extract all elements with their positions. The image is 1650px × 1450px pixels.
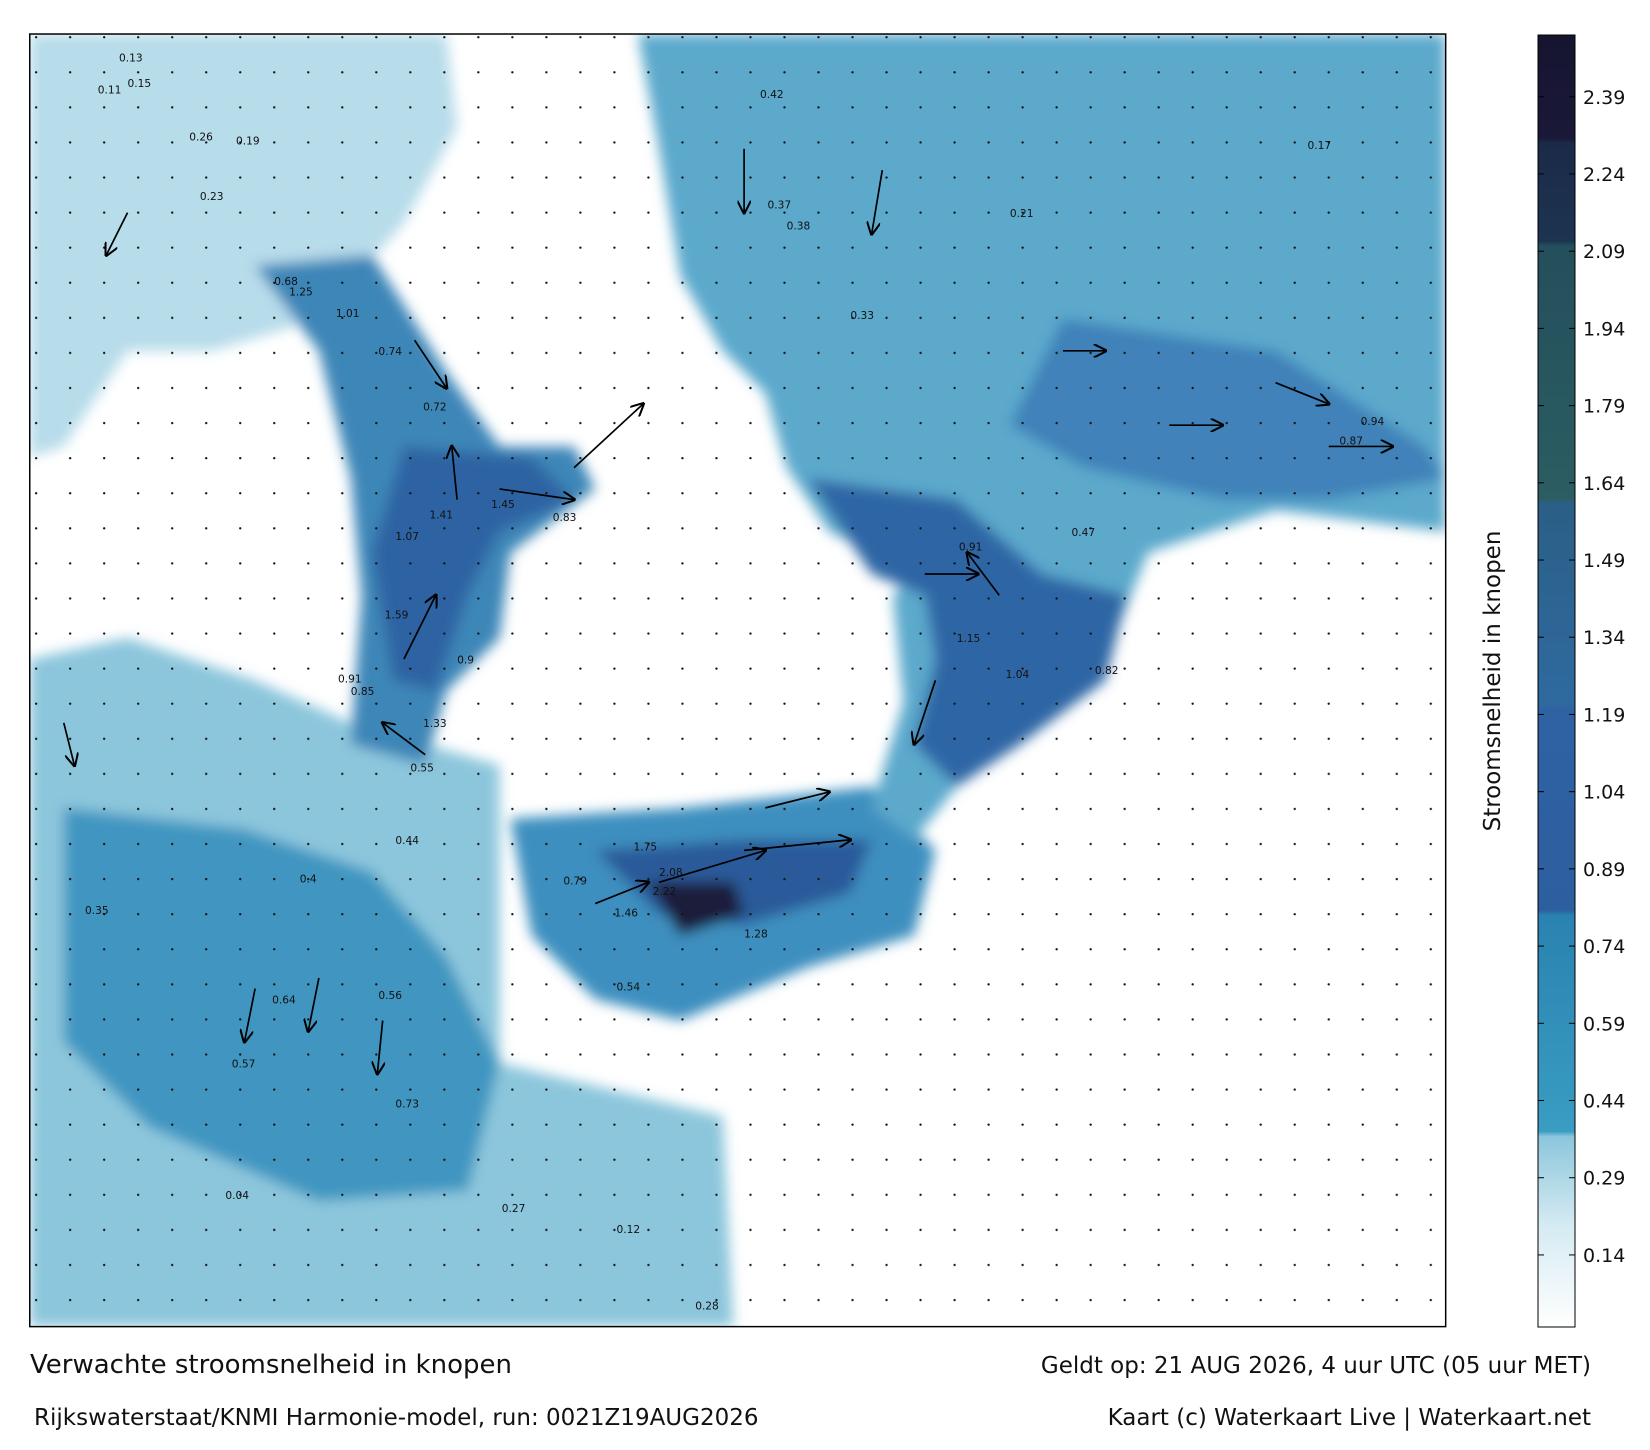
speed-label: 1.25: [289, 286, 313, 299]
speed-label: 1.07: [395, 530, 419, 543]
colorbar-tick-label: 0.89: [1583, 859, 1625, 881]
speed-label: 0.23: [200, 190, 224, 203]
speed-label: 0.79: [563, 874, 587, 887]
speed-label: 1.33: [423, 717, 447, 730]
speed-label: 0.13: [119, 52, 143, 65]
speed-label: 1.45: [491, 498, 515, 511]
speed-label: 2.08: [659, 866, 683, 879]
speed-label: 0.12: [617, 1223, 641, 1236]
map-title: Verwachte stroomsnelheid in knopen: [30, 1350, 512, 1380]
speed-labels: 0.13 0.11 0.15 0.26 0.19 0.23 0.68 1.25 …: [85, 52, 1384, 1313]
speed-label: 0.54: [617, 981, 641, 994]
map: 0.13 0.11 0.15 0.26 0.19 0.23 0.68 1.25 …: [29, 33, 1447, 1328]
speed-label: 0.4: [300, 872, 317, 885]
valid-time: Geldt op: 21 AUG 2026, 4 uur UTC (05 uur…: [1041, 1353, 1591, 1379]
speed-label: 1.41: [429, 509, 453, 522]
map-area: 0.13 0.11 0.15 0.26 0.19 0.23 0.68 1.25 …: [29, 34, 1446, 1327]
speed-label: 0.73: [395, 1098, 419, 1111]
speed-label: 0.56: [378, 989, 402, 1002]
colorbar-tick-label: 1.49: [1583, 550, 1625, 572]
source-text: Rijkswaterstaat/KNMI Harmonie-model, run…: [34, 1405, 759, 1431]
speed-label: 0.9: [457, 653, 474, 666]
speed-label: 0.21: [1010, 207, 1034, 220]
speed-label: 0.87: [1339, 434, 1363, 447]
speed-label: 0.28: [695, 1300, 719, 1313]
grid-dots: [29, 34, 1446, 1327]
speed-label: 0.91: [959, 541, 983, 554]
speed-label: 0.33: [850, 309, 874, 322]
speed-label: 0.57: [232, 1057, 256, 1070]
current-arrows: [62, 148, 1393, 1074]
speed-label: 1.04: [1006, 668, 1030, 681]
colorbar-tick-label: 1.04: [1583, 782, 1625, 804]
colorbar-tick-label: 1.34: [1583, 627, 1625, 649]
speed-label: 0.44: [395, 834, 419, 847]
speed-label: 0.26: [189, 130, 213, 143]
colorbar: Stroomsnelheid in knopen 0.14 0.29 0.44 0.5…: [1480, 34, 1625, 1328]
speed-label: 0.42: [760, 88, 784, 101]
colorbar-tick-label: 1.79: [1583, 396, 1625, 418]
speed-label: 0.68: [274, 275, 298, 288]
speed-label: 1.28: [744, 928, 768, 941]
speed-label: 0.72: [423, 400, 447, 413]
speed-label: 0.47: [1072, 526, 1096, 539]
speed-label: 0.85: [351, 685, 375, 698]
colorbar-tick-label: 2.09: [1583, 241, 1625, 263]
colorbar-tick-label: 0.29: [1583, 1168, 1625, 1190]
colorbar-tick-label: 1.19: [1583, 704, 1625, 726]
colorbar-tick-label: 1.64: [1583, 473, 1625, 495]
speed-label: 0.04: [225, 1189, 249, 1202]
credit-text: Kaart (c) Waterkaart Live | Waterkaart.n…: [1108, 1405, 1591, 1431]
speed-label: 0.17: [1307, 139, 1331, 152]
colorbar-tick-label: 2.24: [1583, 164, 1625, 186]
speed-label: 0.64: [272, 993, 296, 1006]
speed-label: 0.74: [378, 345, 402, 358]
speed-label: 0.94: [1361, 415, 1385, 428]
speed-label: 1.46: [614, 906, 638, 919]
speed-label: 0.19: [236, 135, 260, 148]
speed-label: 0.83: [553, 511, 577, 524]
speed-label: 0.35: [85, 904, 109, 917]
speed-label: 0.11: [98, 84, 122, 97]
speed-label: 0.15: [128, 77, 152, 90]
speed-label: 1.15: [957, 632, 981, 645]
colorbar-tick-label: 0.14: [1583, 1245, 1625, 1267]
speed-label: 0.55: [410, 762, 434, 775]
speed-label: 0.38: [787, 220, 811, 233]
speed-label: 0.82: [1095, 664, 1119, 677]
map-frame: [29, 33, 1447, 1328]
speed-label: 0.27: [502, 1202, 526, 1215]
speed-label: 0.37: [767, 198, 791, 211]
speed-label: 1.01: [336, 307, 360, 320]
colorbar-tick-label: 2.39: [1583, 87, 1625, 109]
speed-label: 1.75: [634, 840, 658, 853]
colorbar-tick-label: 0.44: [1583, 1091, 1625, 1113]
colorbar-tick-label: 0.74: [1583, 936, 1625, 958]
colorbar-tick-label: 1.94: [1583, 318, 1625, 340]
speed-label: 2.22: [653, 885, 677, 898]
colorbar-tick-label: 0.59: [1583, 1013, 1625, 1035]
speed-label: 1.59: [385, 609, 409, 622]
speed-label: 0.91: [338, 672, 362, 685]
colorbar-label: Stroomsnelheid in knopen: [1480, 531, 1506, 832]
colorbar-scale: [1537, 34, 1576, 1328]
